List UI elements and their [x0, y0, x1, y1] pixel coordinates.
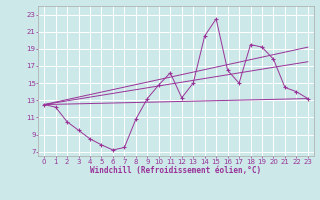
- X-axis label: Windchill (Refroidissement éolien,°C): Windchill (Refroidissement éolien,°C): [91, 166, 261, 175]
